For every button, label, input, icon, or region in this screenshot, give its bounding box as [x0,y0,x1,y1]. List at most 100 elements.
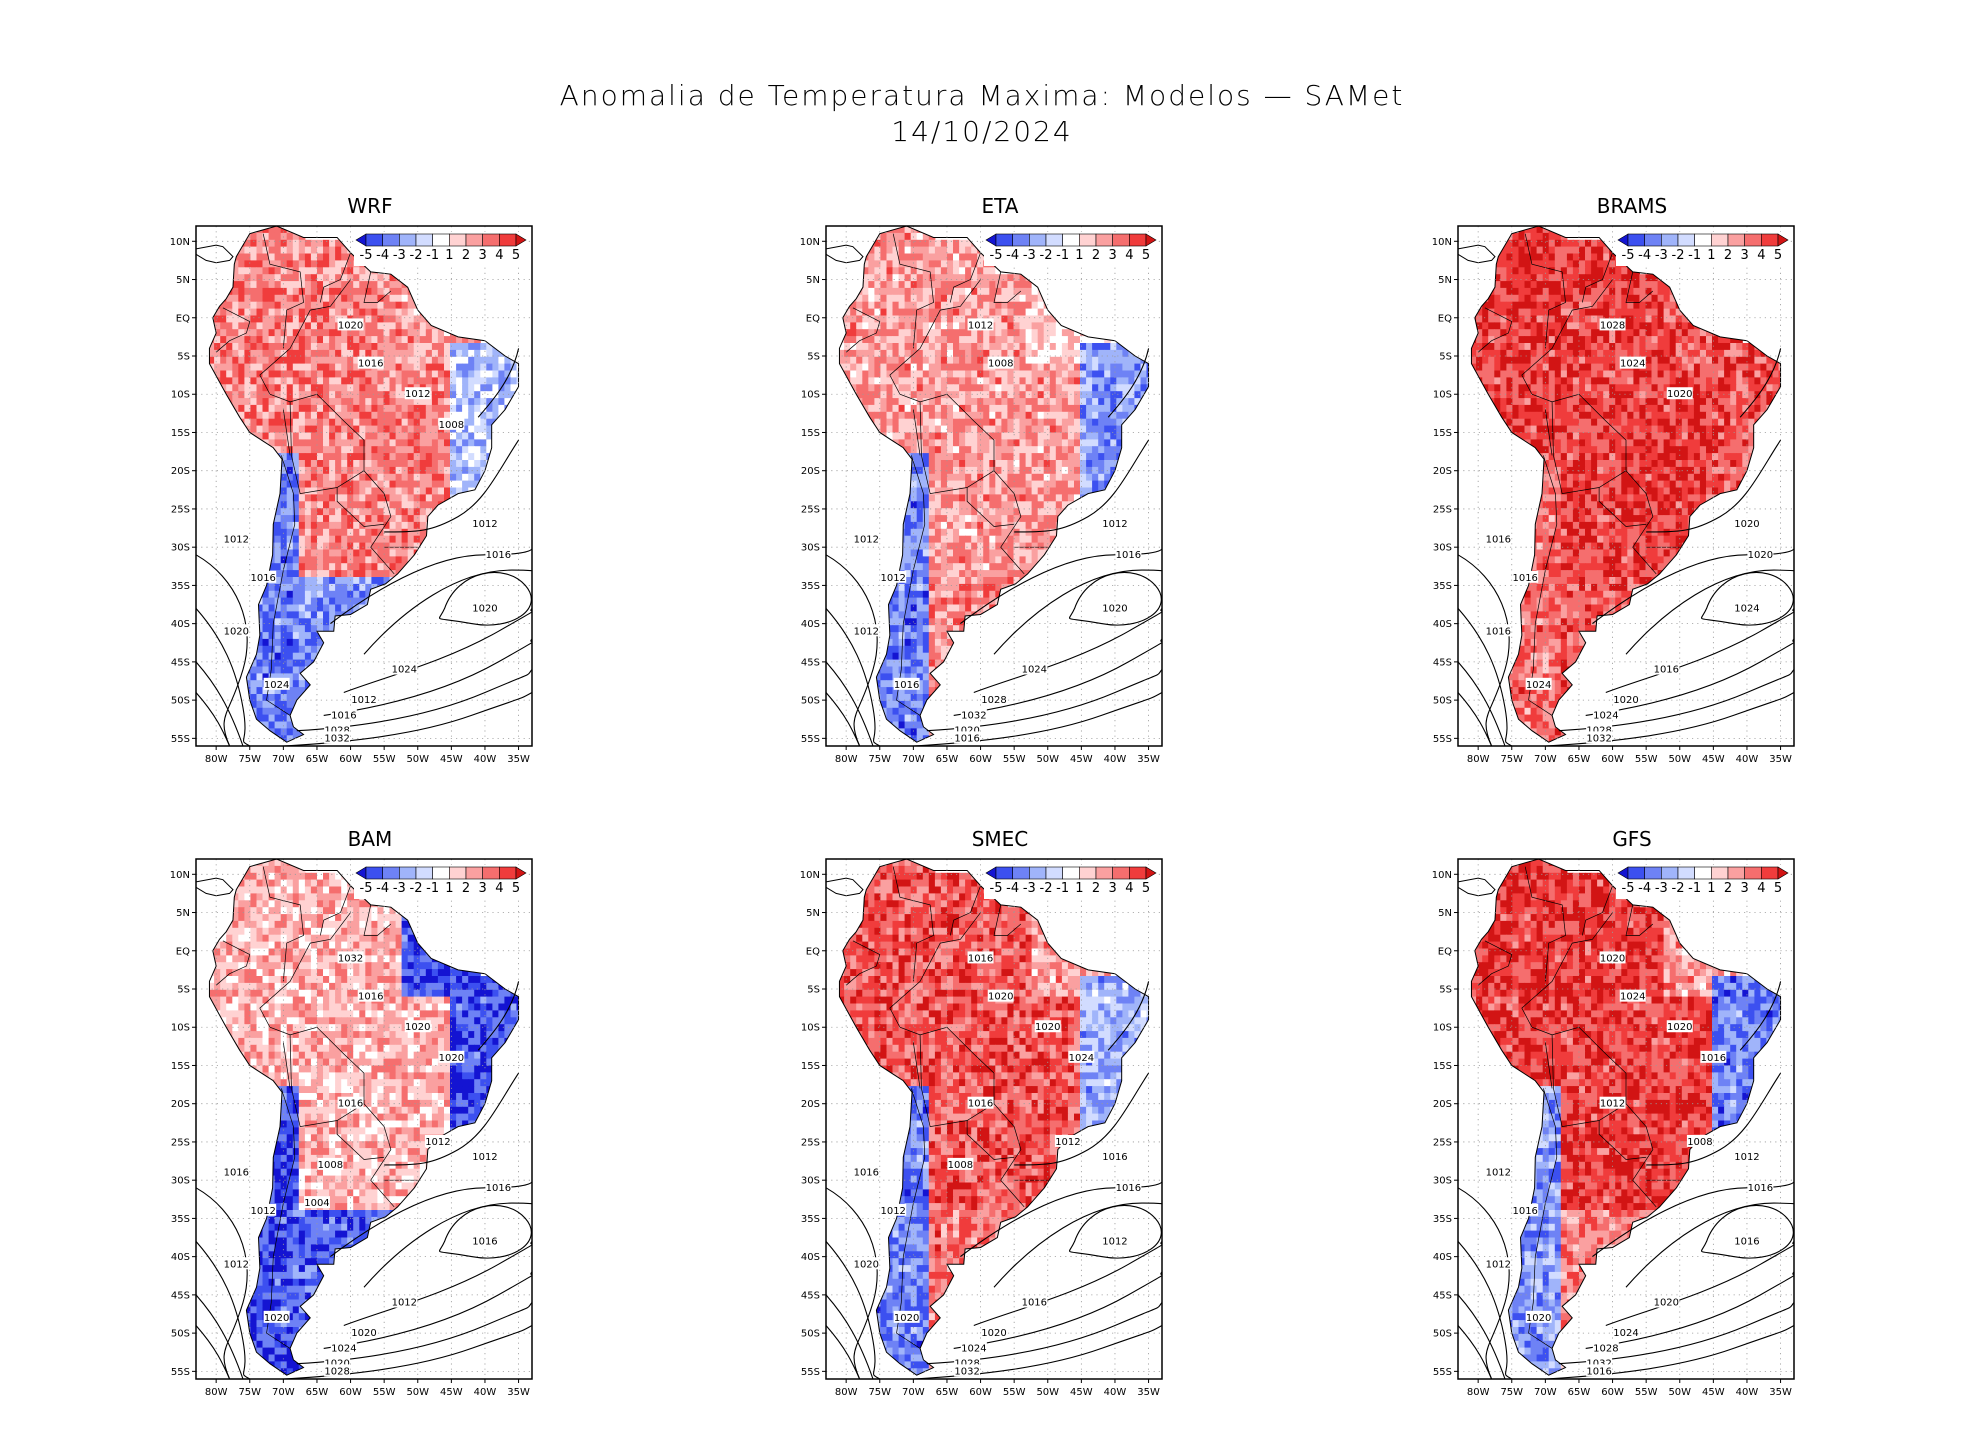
country-border [919,401,995,495]
isobar-label-bg [1733,1150,1760,1163]
country-border [949,252,981,303]
isobar-label-bg [981,1326,1007,1339]
lon-tick-label: 70W [1534,754,1557,765]
country-border [289,1034,365,1128]
isobar-line [196,1187,248,1379]
country-border [1598,1120,1647,1160]
country-border [262,233,304,349]
isobar-label: 1032 [324,733,349,744]
panel-smec: SMEC 1016 1012 1020 1020 1016 1016 1012 1016 1020… [790,825,1210,1405]
lat-tick-label: 5N [1438,275,1452,286]
isobar-label: 1016 [1734,1236,1759,1247]
isobar-label-bg [485,1180,512,1193]
gridlines [1458,859,1794,1379]
lat-tick-label: 15S [171,1061,190,1072]
country-border [896,455,926,716]
isobar-label: 1012 [1486,1259,1511,1270]
isobar-label-bg [893,677,920,690]
isobar-label: 1008 [1687,1137,1712,1148]
isobar-label: 1024 [1620,359,1645,370]
isobar-label: 1012 [425,1137,450,1148]
map-frame [1457,225,1795,747]
figure-title: Anomalia de Temperatura Maxima: Modelos … [559,79,1405,112]
colorbar-label: 3 [1741,881,1749,896]
isobar-label: 1024 [961,1343,986,1354]
isobar-label-bg [987,356,1014,369]
isobar-line [826,608,881,746]
isobar-line [1458,608,1513,746]
isobar-label: 1016 [968,953,993,964]
colorbar-label: -3 [1655,248,1668,263]
colorbar-label: 5 [1774,881,1782,896]
lat-tick-label: 10N [800,870,820,881]
isobar-label: 1012 [880,573,905,584]
isobar-label: 1016 [338,1099,363,1110]
lon-tick-label: 60W [969,754,992,765]
lat-tick-label: 5S [1439,985,1452,996]
lon-tick-label: 75W [1500,1387,1523,1398]
isobar-line [439,1204,532,1259]
colorbar-segment [1062,233,1080,247]
lon-tick-label: 65W [1568,754,1591,765]
colorbar-segment [399,866,417,880]
isobar-line [1014,439,1150,533]
colorbar-label: 3 [479,881,487,896]
colorbar-label: -5 [360,881,373,896]
central-america-coast [1458,877,1496,897]
isobar-label-bg [1485,1257,1512,1270]
lat-tick-label: 25S [801,504,820,515]
lat-tick-label: 10S [1433,1023,1452,1034]
isobar-label-bg [960,1341,987,1354]
isobar-label-bg [853,624,880,637]
isobar-line [953,638,1162,716]
isobar-label: 1024 [1613,1328,1638,1339]
isobar-label: 1016 [1586,1366,1611,1377]
country-border [336,487,385,527]
isobar-label: 1032 [1586,1359,1611,1370]
isobar-label: 1028 [981,695,1006,706]
colorbar-label: -4 [1006,248,1019,263]
colorbar-segment [365,233,383,247]
isobar-label: 1012 [250,1206,275,1217]
colorbar-label: -4 [1638,248,1651,263]
isobar-label-bg [1666,1020,1693,1033]
colorbar-segment [1095,866,1113,880]
isobar-label-bg [351,693,377,706]
isobars [196,981,532,1379]
lat-tick-label: 30S [171,1176,190,1187]
lon-tick-label: 40W [474,754,497,765]
lon-tick-label: 60W [1601,1387,1624,1398]
isobar-label: 1032 [338,953,363,964]
country-border [215,307,251,353]
country-border [1528,1088,1558,1349]
lon-tick-label: 55W [1003,1387,1026,1398]
lon-tick-label: 55W [373,754,396,765]
colorbar-segment [995,233,1013,247]
lat-tick-label: 50S [1433,696,1452,707]
central-america-coast [196,877,234,897]
isobar-line [1646,1072,1782,1166]
isobar-label: 1016 [894,680,919,691]
isobar-label: 1012 [854,535,879,546]
colorbar-label: -1 [426,881,439,896]
colorbar-arrow-high [1145,866,1157,880]
isobar-label: 1020 [1654,1298,1679,1309]
isobar-label-bg [424,1134,451,1147]
colorbar-label: 5 [1774,248,1782,263]
isobar-label-bg [471,1234,498,1247]
isobar-label-bg [330,1341,357,1354]
colorbar-label: -3 [393,248,406,263]
colorbar: -5 -4 -3 -2 -1 1 2 3 4 5 [354,232,528,266]
isobar-line [363,569,532,655]
lat-tick-label: 5S [177,985,190,996]
lon-tick-label: 75W [1500,754,1523,765]
isobar-line [1458,1187,1510,1379]
isobar-line [196,692,231,746]
colorbar-arrow-high [1777,866,1789,880]
isobar-line [993,569,1162,655]
country-border [336,1120,385,1160]
isobar-label-bg [1115,547,1142,560]
lon-tick-label: 80W [1467,754,1490,765]
country-border [283,1042,291,1089]
isobar-label-bg [1700,1050,1727,1063]
